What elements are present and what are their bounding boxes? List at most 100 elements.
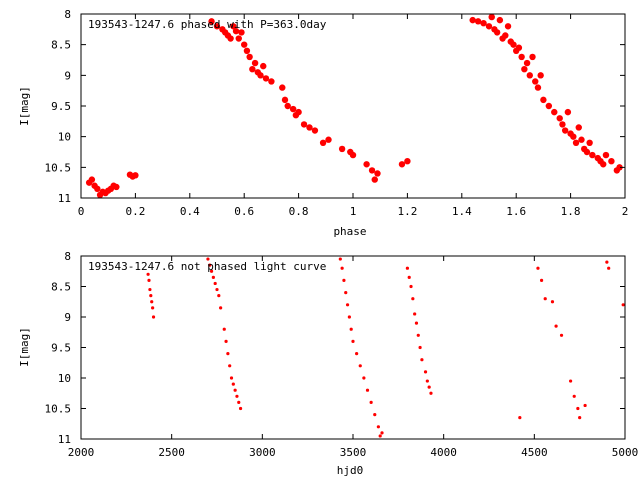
phased-data-point (235, 35, 242, 42)
phased-y-tick-label: 8.5 (51, 39, 71, 52)
unphased-x-axis-label: hjd0 (337, 464, 364, 477)
phased-data-point (523, 59, 531, 67)
phased-plot-frame (80, 13, 626, 199)
unphased-y-axis-ticks: 8 8.5 9 9.5 10 10.5 11 (45, 250, 625, 446)
unphased-data-point (342, 278, 346, 282)
unphased-data-point (550, 300, 555, 304)
phased-data-point (561, 127, 569, 134)
unphased-data-point (420, 358, 424, 362)
unphased-data-point (229, 376, 234, 380)
phased-data-point (279, 84, 286, 91)
unphased-data-point (583, 403, 587, 408)
phased-data-point (246, 53, 253, 61)
unphased-data-point (416, 333, 420, 337)
phased-data-point (616, 164, 623, 171)
phased-data-point (368, 167, 376, 174)
phased-y-axis-label: I[mag] (18, 86, 31, 126)
unphased-data-point (226, 352, 230, 356)
phased-data-point (474, 18, 482, 25)
phased-data-point (532, 78, 539, 85)
phased-data-point (583, 148, 591, 156)
phased-data-point (469, 16, 476, 24)
phased-data-point (243, 47, 251, 54)
phased-data-point (349, 151, 357, 159)
phased-data-point (260, 62, 267, 70)
phased-data-point (289, 105, 297, 113)
unphased-data-point (345, 303, 350, 307)
unphased-data-point (605, 260, 609, 264)
unphased-data-point (407, 275, 411, 279)
phased-x-tick-label: 1.6 (506, 205, 526, 218)
unphased-data-point (518, 416, 522, 420)
unphased-data-point (151, 315, 156, 319)
unphased-data-point (539, 278, 544, 282)
phased-data-point (208, 18, 215, 25)
phased-data-point (496, 16, 504, 24)
unphased-y-tick-label: 11 (58, 433, 71, 446)
phased-data-point (602, 151, 610, 159)
unphased-data-point (235, 394, 239, 398)
phased-data-point (325, 136, 332, 143)
unphased-data-point (233, 388, 237, 392)
unphased-y-tick-label: 8.5 (51, 281, 71, 294)
phased-data-point (578, 136, 585, 143)
phased-data-point (113, 183, 120, 191)
unphased-data-point (572, 394, 576, 398)
unphased-data-point (418, 345, 422, 350)
unphased-data-point (338, 257, 342, 261)
phased-data-point (570, 133, 577, 140)
phased-data-point (485, 23, 493, 30)
phased-data-point (529, 53, 536, 61)
unphased-y-tick-label: 9.5 (51, 342, 71, 355)
phased-data-point (232, 27, 240, 35)
unphased-x-tick-label: 2500 (158, 446, 185, 459)
unphased-x-tick-label: 3500 (340, 446, 367, 459)
phased-data-point (241, 41, 248, 48)
phased-data-point (515, 44, 523, 51)
phased-data-point (493, 29, 501, 36)
unphased-plot-frame (80, 255, 626, 440)
unphased-data-point (607, 266, 611, 270)
unphased-data-point (151, 306, 155, 310)
unphased-data-point (376, 425, 380, 429)
unphased-data-point (237, 400, 241, 404)
phased-data-point (572, 139, 580, 146)
phased-x-tick-label: 0.4 (180, 205, 200, 218)
phased-data-point (608, 158, 615, 165)
phased-data-point (521, 66, 528, 73)
unphased-data-point (405, 266, 409, 270)
unphased-y-tick-label: 10 (58, 372, 71, 385)
phased-data-point (262, 75, 270, 82)
unphased-data-point (369, 400, 373, 404)
unphased-data-point (347, 315, 351, 319)
unphased-x-tick-label: 4000 (430, 446, 457, 459)
phased-data-point (488, 13, 495, 21)
unphased-data-point (206, 257, 210, 261)
phased-data-point (510, 41, 517, 48)
phased-x-tick-label: 1.4 (452, 205, 472, 218)
unphased-data-point (211, 275, 215, 279)
phased-data-point (540, 96, 547, 104)
phased-data-point (132, 172, 139, 179)
unphased-data-point (425, 379, 429, 383)
phased-data-point (295, 108, 302, 116)
unphased-y-tick-label: 9 (64, 311, 71, 324)
phased-chart-title: 193543-1247.6 phased with P=363.0day (88, 18, 327, 31)
unphased-y-tick-label: 8 (64, 250, 71, 263)
phased-data-point (230, 23, 237, 30)
phased-data-point (551, 108, 558, 116)
phased-y-tick-label: 11 (58, 192, 71, 205)
phased-data-point (480, 20, 487, 27)
unphased-data-point (209, 269, 214, 273)
unphased-data-point (413, 312, 417, 316)
unphased-data-point (554, 324, 558, 328)
phased-data-point (534, 84, 542, 91)
unphased-data-point (569, 379, 573, 383)
unphased-data-point (219, 306, 223, 310)
phased-chart: 0 0.2 0.4 0.6 0.8 1 1.2 1.4 1.6 1.8 2 8 8.5 9 9.5 10 10… (18, 8, 628, 238)
phased-data-point (338, 145, 346, 153)
unphased-data-point (217, 294, 221, 298)
unphased-data-point (213, 281, 217, 286)
unphased-chart: 2000 2500 3000 3500 4000 4500 5000 8 8.5 9 9.5 10 1… (18, 250, 638, 477)
